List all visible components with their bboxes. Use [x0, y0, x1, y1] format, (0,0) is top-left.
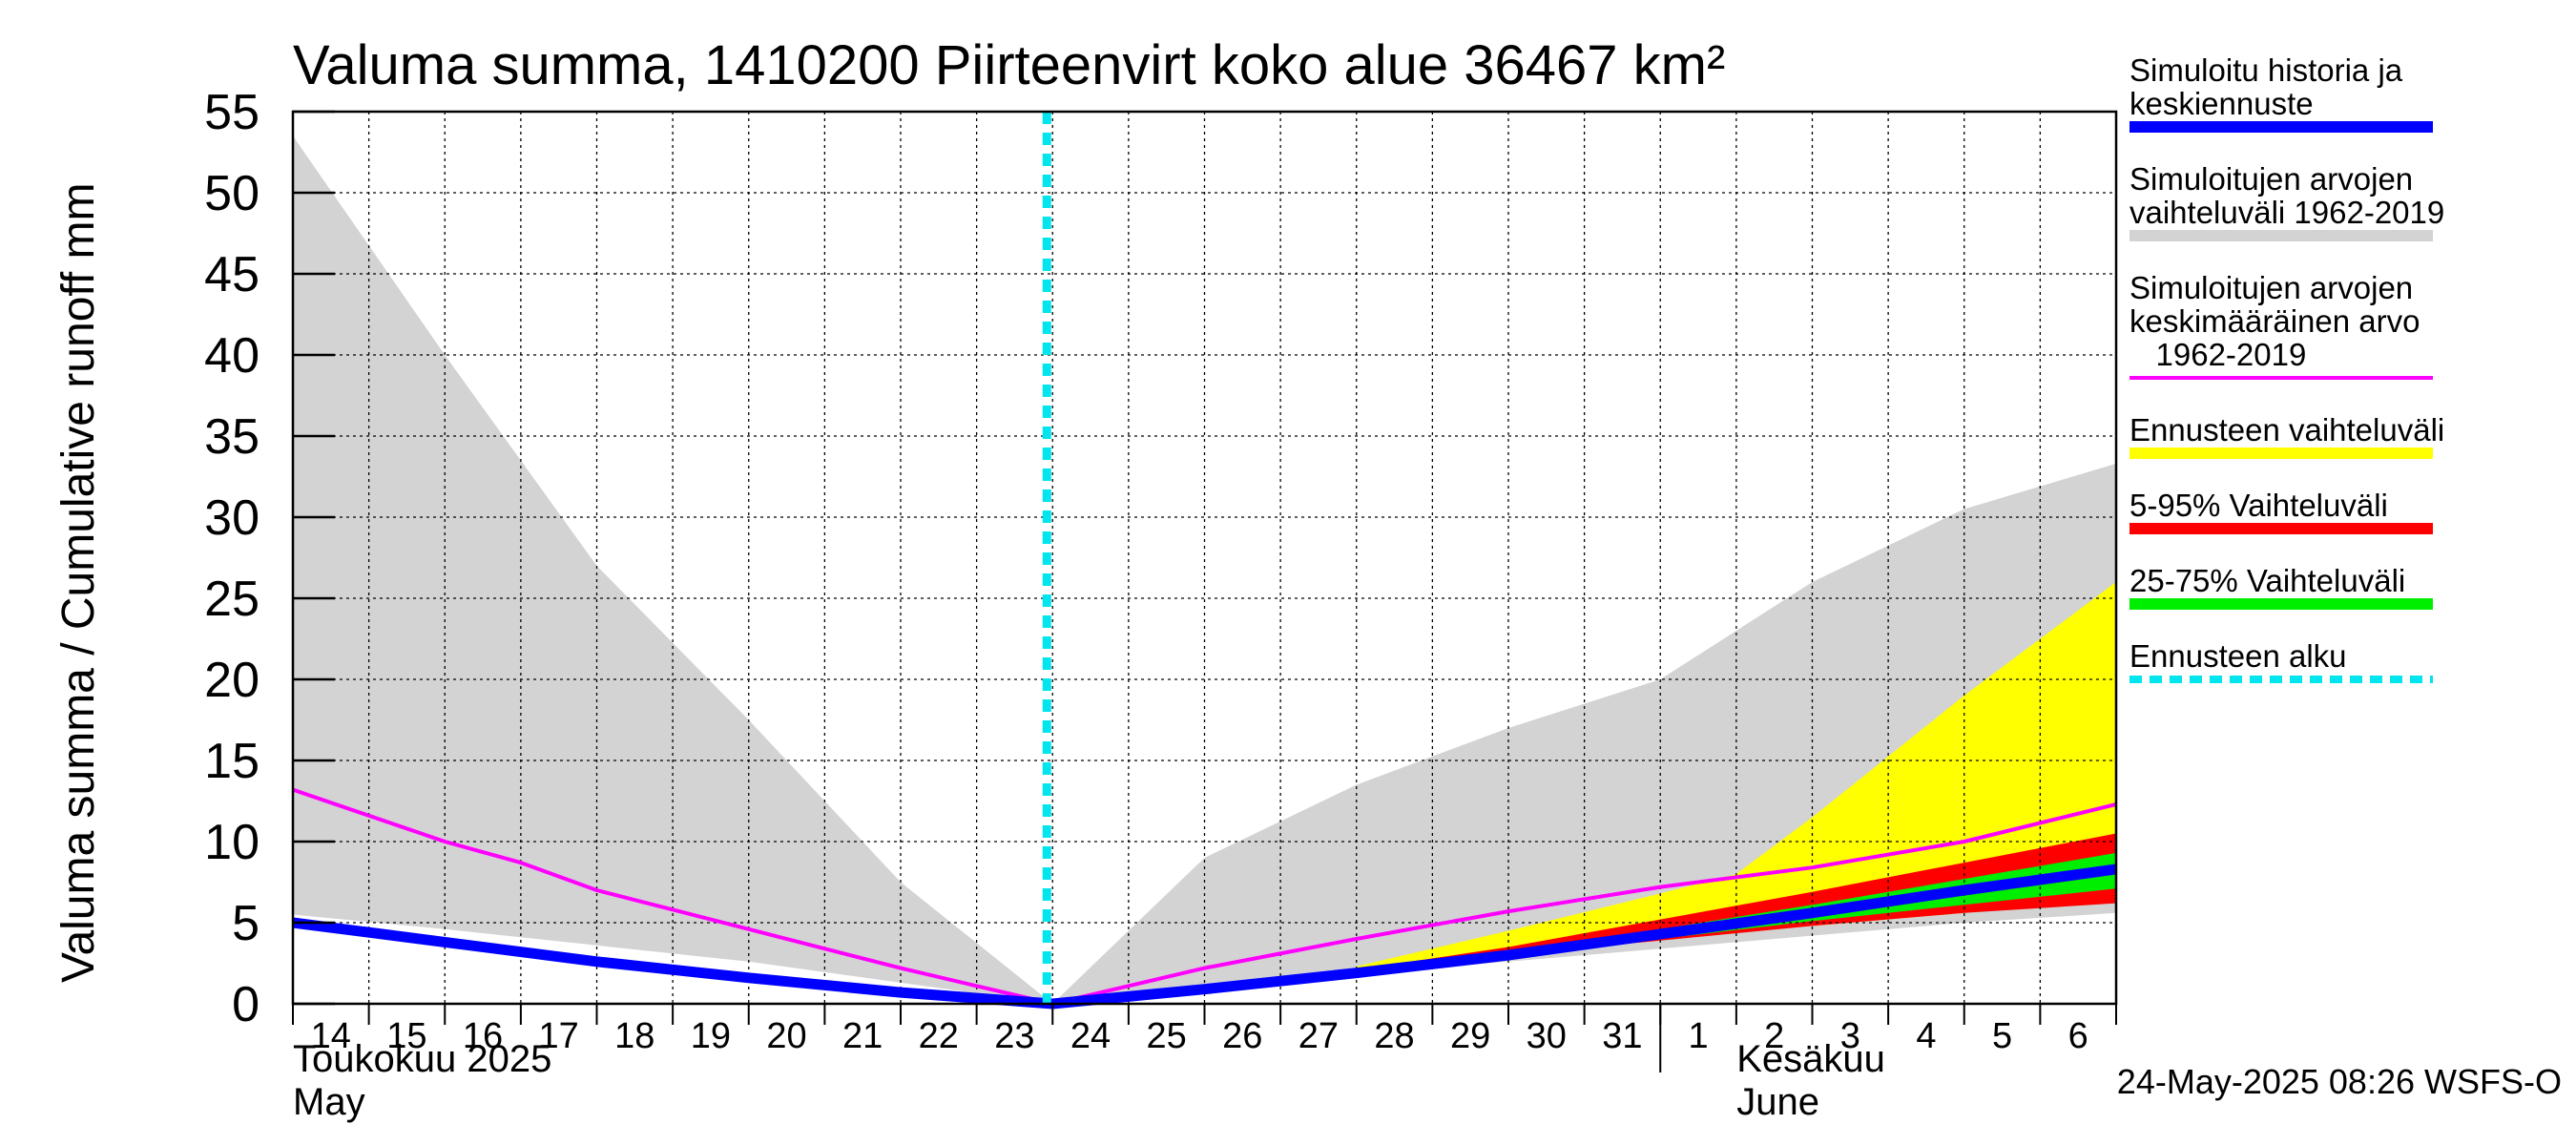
- legend-label: Simuloitujen arvojen: [2129, 270, 2413, 305]
- legend-label: Simuloitujen arvojen: [2129, 161, 2413, 197]
- x-tick-label: 24: [1070, 1016, 1111, 1056]
- y-tick-label: 45: [204, 247, 260, 302]
- y-tick-label: 35: [204, 409, 260, 465]
- y-tick-label: 25: [204, 572, 260, 627]
- x-tick-label: 27: [1298, 1016, 1339, 1056]
- legend-label: keskimääräinen arvo: [2129, 303, 2420, 339]
- legend-label: keskiennuste: [2129, 86, 2314, 121]
- series-line-ff00ff: [292, 787, 2117, 1006]
- legend-label: 1962-2019: [2129, 337, 2306, 372]
- y-tick-label: 55: [204, 85, 260, 140]
- x-tick-label: 23: [994, 1016, 1034, 1056]
- x-tick-label: 30: [1527, 1016, 1567, 1056]
- line-layer: [292, 112, 2117, 1010]
- legend-label: Ennusteen vaihteluväli: [2129, 412, 2444, 448]
- x-tick-label: 31: [1602, 1016, 1642, 1056]
- y-tick-label: 5: [232, 896, 260, 951]
- y-tick-label: 0: [232, 977, 260, 1032]
- x-tick-label: 2: [1764, 1016, 1784, 1056]
- y-tick-label: 10: [204, 815, 260, 870]
- y-tick-label: 30: [204, 490, 260, 546]
- x-tick-label: 19: [691, 1016, 731, 1056]
- footer-timestamp: 24-May-2025 08:26 WSFS-O: [2117, 1062, 2562, 1101]
- legend-label: Simuloitu historia ja: [2129, 52, 2403, 88]
- x-tick-label: 4: [1916, 1016, 1936, 1056]
- month-label-en: June: [1736, 1081, 1819, 1123]
- series-line-0000ff: [292, 864, 2117, 1010]
- x-tick-label: 26: [1222, 1016, 1262, 1056]
- month-label-en: May: [293, 1081, 365, 1123]
- chart-title: Valuma summa, 1410200 Piirteenvirt koko …: [293, 34, 1725, 96]
- y-tick-label: 40: [204, 328, 260, 384]
- y-axis-label: Valuma summa / Cumulative runoff mm: [53, 183, 104, 984]
- x-tick-label: 22: [919, 1016, 959, 1056]
- x-tick-label: 3: [1840, 1016, 1860, 1056]
- grid-layer: [293, 111, 2116, 1004]
- y-tick-label: 50: [204, 166, 260, 221]
- x-tick-label: 20: [766, 1016, 806, 1056]
- legend-label: 25-75% Vaihteluväli: [2129, 563, 2405, 598]
- x-tick-label: 6: [2068, 1016, 2088, 1056]
- x-tick-label: 25: [1147, 1016, 1187, 1056]
- x-tick-label: 21: [842, 1016, 883, 1056]
- x-tick-label: 15: [386, 1016, 426, 1056]
- x-tick-label: 17: [539, 1016, 579, 1056]
- x-tick-label: 28: [1374, 1016, 1414, 1056]
- y-tick-label: 15: [204, 734, 260, 789]
- legend-label: 5-95% Vaihteluväli: [2129, 488, 2388, 523]
- legend-label: Ennusteen alku: [2129, 638, 2347, 674]
- x-tick-label: 14: [311, 1016, 351, 1056]
- x-tick-label: 18: [614, 1016, 654, 1056]
- x-tick-label: 5: [1992, 1016, 2012, 1056]
- x-tick-label: 29: [1450, 1016, 1490, 1056]
- month-label: Toukokuu 2025: [293, 1038, 551, 1080]
- y-tick-label: 20: [204, 653, 260, 708]
- x-tick-label: 16: [463, 1016, 503, 1056]
- x-tick-label: 1: [1688, 1016, 1708, 1056]
- month-label: Kesäkuu: [1736, 1038, 1885, 1080]
- legend-label: vaihteluväli 1962-2019: [2129, 195, 2444, 230]
